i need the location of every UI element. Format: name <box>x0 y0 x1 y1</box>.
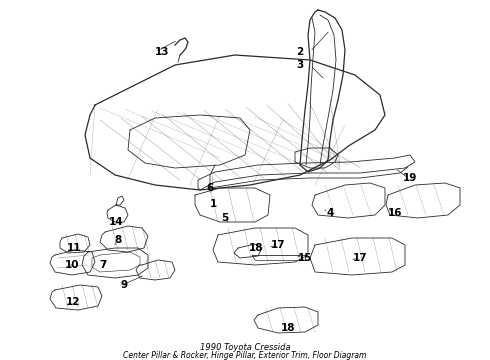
Text: 18: 18 <box>281 323 295 333</box>
Text: 14: 14 <box>109 217 123 227</box>
Text: 18: 18 <box>249 243 263 253</box>
Text: 16: 16 <box>388 208 402 218</box>
Text: 7: 7 <box>99 260 107 270</box>
Text: 5: 5 <box>221 213 229 223</box>
Text: 1990 Toyota Cressida: 1990 Toyota Cressida <box>200 343 290 352</box>
Text: 4: 4 <box>326 208 334 218</box>
Text: 17: 17 <box>353 253 368 263</box>
Text: 13: 13 <box>155 47 169 57</box>
Text: Center Pillar & Rocker, Hinge Pillar, Exterior Trim, Floor Diagram: Center Pillar & Rocker, Hinge Pillar, Ex… <box>123 351 367 360</box>
Text: 1: 1 <box>209 199 217 209</box>
Text: 15: 15 <box>298 253 312 263</box>
Text: 8: 8 <box>114 235 122 245</box>
Text: 12: 12 <box>66 297 80 307</box>
Text: 6: 6 <box>206 183 214 193</box>
Text: 3: 3 <box>296 60 304 70</box>
Text: 9: 9 <box>121 280 127 290</box>
Text: 2: 2 <box>296 47 304 57</box>
Text: 19: 19 <box>403 173 417 183</box>
Text: 17: 17 <box>270 240 285 250</box>
Text: 10: 10 <box>65 260 79 270</box>
Text: 11: 11 <box>67 243 81 253</box>
